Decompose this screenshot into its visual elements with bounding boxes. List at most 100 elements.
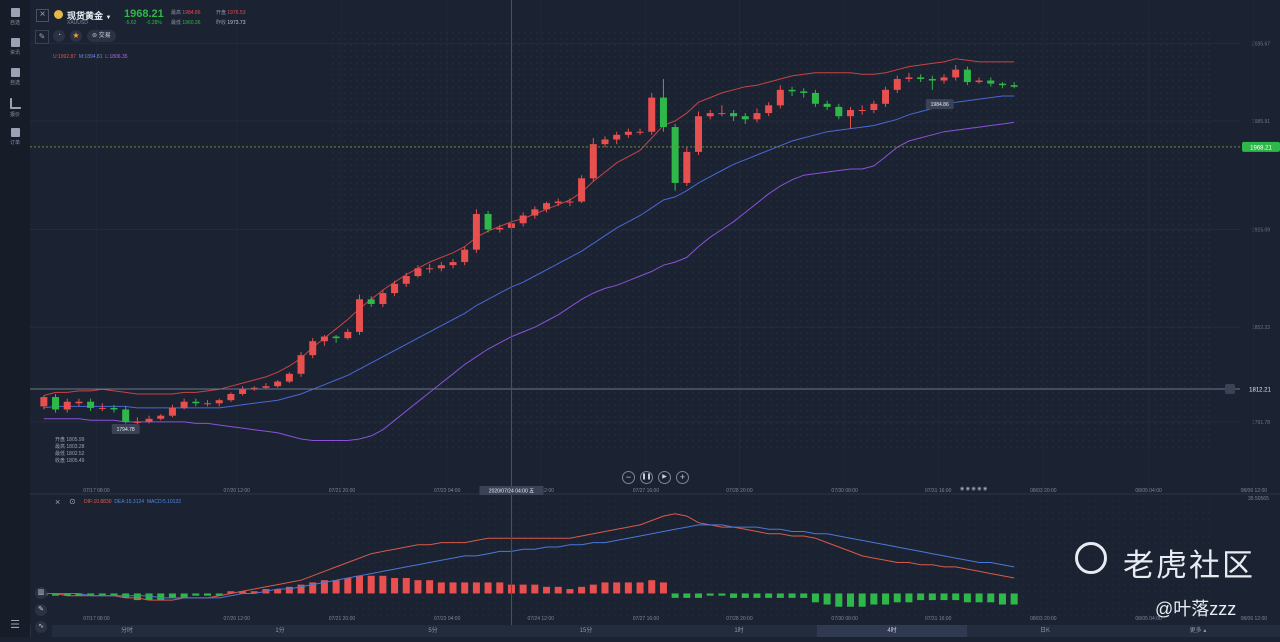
pause-button[interactable]: ❚❚ xyxy=(640,471,653,484)
candle-body xyxy=(800,91,808,93)
macd-histogram-bar xyxy=(683,593,691,598)
macd-histogram-bar xyxy=(168,593,176,598)
candle-body xyxy=(133,421,141,423)
stat-value: 1973.73 xyxy=(227,20,246,26)
candle-body xyxy=(40,397,48,407)
macd-histogram-bar xyxy=(858,593,866,607)
zoom-out-button[interactable]: − xyxy=(622,471,635,484)
candle-body xyxy=(426,268,434,270)
sidebar-item-news[interactable]: 资讯 xyxy=(0,38,30,56)
time-tick-label: 08/03 20:00 xyxy=(1030,488,1057,494)
timeframe-tab[interactable]: 日K xyxy=(1039,628,1050,634)
candle-body xyxy=(262,386,270,388)
timeframe-tab[interactable]: 分时 xyxy=(120,628,133,634)
macd-histogram-bar xyxy=(788,593,796,598)
candle-body xyxy=(811,92,819,104)
draw-line-button[interactable]: ✎ xyxy=(35,604,47,616)
timeframe-tab[interactable]: 1时 xyxy=(734,628,744,634)
menu-button[interactable]: ☰ xyxy=(0,618,30,631)
boll-lower-line xyxy=(43,121,1015,441)
more-timeframes-button[interactable]: 更多 ▴ xyxy=(1123,625,1273,637)
compare-button[interactable]: ∿ xyxy=(35,621,47,633)
ohlc-readout: 开盘 1805.99 最高 1803.28 最低 1802.52 收盘 1805… xyxy=(55,437,84,465)
candle-body xyxy=(998,83,1006,86)
tiger-logo-icon xyxy=(1075,542,1107,574)
candle-body xyxy=(192,401,200,404)
candle-body xyxy=(659,97,667,128)
macd-series xyxy=(40,513,1018,607)
watermark-brand: 老虎社区 xyxy=(1123,548,1255,583)
macd-histogram-bar xyxy=(309,582,317,594)
draw-tool-button[interactable]: ✎ xyxy=(35,30,49,44)
bar-chart-icon: ▥ xyxy=(37,589,45,596)
macd-histogram-bar xyxy=(414,580,422,594)
macd-histogram-bar xyxy=(601,582,609,594)
macd-histogram-bar xyxy=(437,582,445,594)
macd-time-tick-label: 07/20 12:00 xyxy=(224,616,251,622)
sidebar-item-quotes[interactable]: 报价 xyxy=(0,98,30,118)
symbol-selector[interactable]: 现货黄金 ▼ xyxy=(67,9,111,22)
alert-button[interactable]: ◔ xyxy=(53,30,65,42)
macd-histogram-bar xyxy=(554,586,562,594)
macd-histogram-bar xyxy=(730,593,738,598)
macd-histogram-bar xyxy=(695,593,703,598)
timeframe-tab-active[interactable]: 4时 xyxy=(817,625,967,637)
candle-body xyxy=(776,89,784,106)
indicator-button[interactable]: ▥ xyxy=(35,587,47,599)
world-map-watermark xyxy=(330,30,1210,450)
macd-histogram-bar xyxy=(706,593,714,596)
candle-body xyxy=(695,116,703,152)
macd-settings-button[interactable]: ⊙ xyxy=(69,497,76,506)
stat-label: 昨收 xyxy=(216,20,227,26)
boll-mid-line xyxy=(43,95,1015,409)
candle-body xyxy=(309,341,317,356)
candle-body xyxy=(718,113,726,115)
candle-body xyxy=(215,400,223,404)
timeframe-tab[interactable]: 15分 xyxy=(579,628,593,634)
macd-time-tick-label: 07/23 04:00 xyxy=(434,616,461,622)
news-icon xyxy=(10,38,20,47)
candle-body xyxy=(975,80,983,83)
star-icon: ★ xyxy=(72,31,80,40)
reset-button[interactable]: ▶ xyxy=(658,471,671,484)
stat-high: 最高 1984.86 xyxy=(171,9,200,16)
candle-body xyxy=(297,355,305,374)
trade-button[interactable]: ⊜ 交易 xyxy=(87,30,116,42)
low-annotation-label: 1794.78 xyxy=(117,427,135,433)
close-macd-button[interactable]: × xyxy=(55,497,60,507)
macd-value-label: MACD:5.10132 xyxy=(146,499,182,505)
time-tick-label: 07/28 20:00 xyxy=(726,488,753,494)
sidebar-item-orders[interactable]: 订单 xyxy=(0,128,30,146)
scroll-controls[interactable]: ◉ ◉ ◉ ◉ ◉ xyxy=(960,486,987,492)
ohlc-low: 最低 1802.52 xyxy=(55,451,85,457)
sidebar-item-label: 自选 xyxy=(9,80,20,86)
macd-histogram-bar xyxy=(367,575,375,594)
plus-icon: + xyxy=(679,472,686,482)
time-tick-label: 07/17 08:00 xyxy=(83,488,110,494)
macd-histogram-bar xyxy=(297,584,305,594)
low-annotation-box xyxy=(111,424,140,435)
zoom-in-button[interactable]: + xyxy=(676,471,689,484)
favorite-button[interactable]: ★ xyxy=(70,30,82,42)
macd-histogram-bar xyxy=(870,593,878,605)
sidebar-item-favorites[interactable]: 自选 xyxy=(0,8,30,26)
chart-canvas[interactable]: 2035.67 1985.91 1915.09 1852.23 1791.78 07/17… xyxy=(30,0,1280,637)
macd-time-tick-label: 07/27 16:00 xyxy=(633,616,660,622)
crosshair-time-label: 2020/07/24 04:00 五 xyxy=(489,489,534,495)
trade-label: 交易 xyxy=(98,33,111,39)
candle-body xyxy=(940,77,948,81)
sidebar-item-watchlist[interactable]: 自选 xyxy=(0,68,30,86)
macd-histogram-bar xyxy=(613,582,621,594)
candle-body xyxy=(741,116,749,120)
candle-body xyxy=(87,401,95,408)
macd-histogram-bar xyxy=(87,593,95,596)
close-chart-button[interactable]: × xyxy=(36,9,49,22)
timeframe-tab[interactable]: 5分 xyxy=(428,628,438,634)
timeframe-tab[interactable]: 1分 xyxy=(275,628,285,634)
candle-body xyxy=(52,397,60,410)
macd-dea-line xyxy=(43,524,1015,599)
macd-time-tick-label: 08/05 04:00 xyxy=(1135,616,1162,622)
macd-histogram-bar xyxy=(63,593,71,596)
alert-bell-icon xyxy=(1225,383,1235,394)
candle-body xyxy=(344,331,352,339)
